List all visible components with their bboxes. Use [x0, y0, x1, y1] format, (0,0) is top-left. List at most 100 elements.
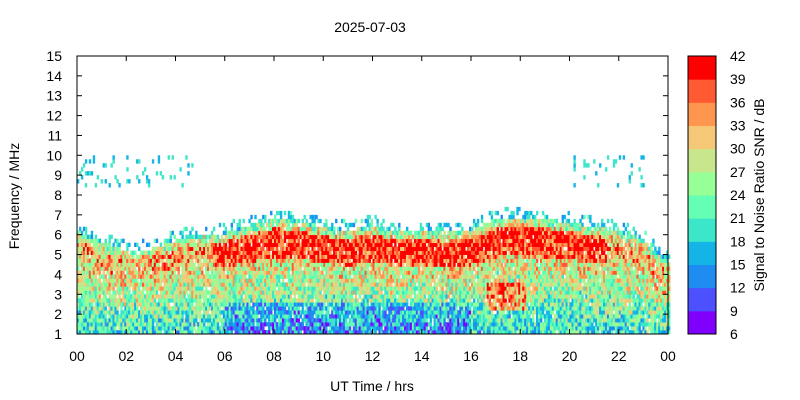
heatmap-cell [185, 238, 188, 244]
heatmap-cell [244, 274, 247, 279]
heatmap-cell [291, 218, 295, 224]
heatmap-cell [205, 254, 208, 259]
heatmap-cell [366, 266, 369, 271]
heatmap-cell [358, 326, 362, 331]
heatmap-cell [329, 318, 332, 323]
heatmap-cell [266, 322, 269, 327]
heatmap-cell [281, 254, 285, 259]
heatmap-cell [262, 302, 265, 307]
heatmap-cell [419, 258, 423, 263]
heatmap-cell [234, 310, 237, 315]
heatmap-cell [128, 302, 131, 307]
heatmap-cell [295, 266, 299, 271]
heatmap-cell [404, 278, 407, 283]
heatmap-cell [118, 314, 121, 319]
heatmap-cell [149, 254, 153, 259]
heatmap-cell [218, 250, 222, 255]
heatmap-cell [378, 274, 381, 279]
heatmap-cell [128, 270, 131, 275]
heatmap-cell [195, 246, 198, 251]
heatmap-cell [382, 294, 385, 299]
heatmap-cell [372, 274, 375, 279]
heatmap-cell [360, 286, 364, 291]
heatmap-cell [396, 326, 399, 331]
heatmap-cell [104, 278, 107, 283]
heatmap-cell [157, 266, 161, 271]
heatmap-cell [305, 266, 308, 271]
heatmap-cell [270, 254, 273, 259]
heatmap-cell [151, 330, 155, 335]
heatmap-cell [400, 322, 403, 327]
heatmap-cell [376, 318, 379, 323]
heatmap-cell [287, 226, 291, 232]
heatmap-cell [108, 278, 111, 283]
heatmap-cell [376, 258, 379, 263]
heatmap-cell [331, 274, 334, 279]
heatmap-cell [197, 306, 200, 311]
heatmap-cell [439, 278, 442, 283]
heatmap-cell [439, 302, 442, 307]
heatmap-cell [134, 314, 137, 319]
heatmap-cell [459, 322, 462, 327]
heatmap-cell [429, 290, 432, 295]
heatmap-cell [417, 262, 421, 267]
heatmap-cell [346, 302, 350, 307]
heatmap-cell [167, 306, 170, 311]
heatmap-cell [368, 270, 371, 275]
heatmap-cell [287, 210, 291, 216]
heatmap-cell [453, 270, 456, 275]
heatmap-cell [130, 302, 133, 307]
heatmap-cell [242, 290, 245, 295]
heatmap-cell [120, 306, 123, 311]
heatmap-cell [390, 326, 393, 331]
heatmap-cell [120, 318, 123, 323]
heatmap-cell [262, 286, 265, 291]
heatmap-cell [254, 242, 257, 248]
heatmap-cell [104, 163, 107, 168]
heatmap-cell [421, 294, 425, 299]
heatmap-cell [214, 326, 218, 331]
heatmap-cell [376, 286, 379, 291]
heatmap-cell [411, 286, 415, 291]
heatmap-cell [256, 314, 259, 319]
heatmap-cell [191, 270, 194, 275]
heatmap-cell [100, 258, 104, 263]
heatmap-cell [415, 294, 419, 299]
heatmap-cell [409, 246, 413, 251]
heatmap-cell [423, 258, 427, 263]
heatmap-cell [344, 322, 348, 327]
heatmap-cell [388, 298, 391, 303]
heatmap-cell [238, 218, 241, 224]
heatmap-cell [195, 242, 198, 248]
heatmap-cell [110, 282, 113, 287]
heatmap-cell [429, 302, 432, 307]
heatmap-cell [291, 226, 295, 232]
heatmap-cell [392, 318, 395, 323]
heatmap-cell [461, 246, 464, 251]
heatmap-cell [293, 258, 297, 263]
heatmap-cell [181, 310, 184, 315]
heatmap-cell [362, 266, 366, 271]
heatmap-cell [407, 322, 411, 327]
heatmap-cell [185, 274, 188, 279]
heatmap-cell [244, 230, 247, 236]
heatmap-cell [402, 270, 405, 275]
heatmap-cell [210, 278, 214, 283]
heatmap-cell [368, 290, 371, 295]
heatmap-cell [199, 286, 202, 291]
heatmap-cell [88, 258, 92, 263]
heatmap-cell [246, 254, 249, 259]
heatmap-cell [407, 270, 411, 275]
heatmap-cell [260, 290, 263, 295]
heatmap-cell [256, 294, 259, 299]
heatmap-cell [207, 246, 210, 251]
heatmap-cell [291, 322, 295, 327]
heatmap-cell [407, 230, 411, 236]
heatmap-cell [195, 278, 198, 283]
heatmap-cell [84, 278, 88, 283]
heatmap-cell [80, 326, 84, 331]
heatmap-cell [307, 274, 310, 279]
heatmap-cell [317, 226, 320, 232]
heatmap-cell [167, 298, 170, 303]
heatmap-cell [451, 262, 454, 267]
